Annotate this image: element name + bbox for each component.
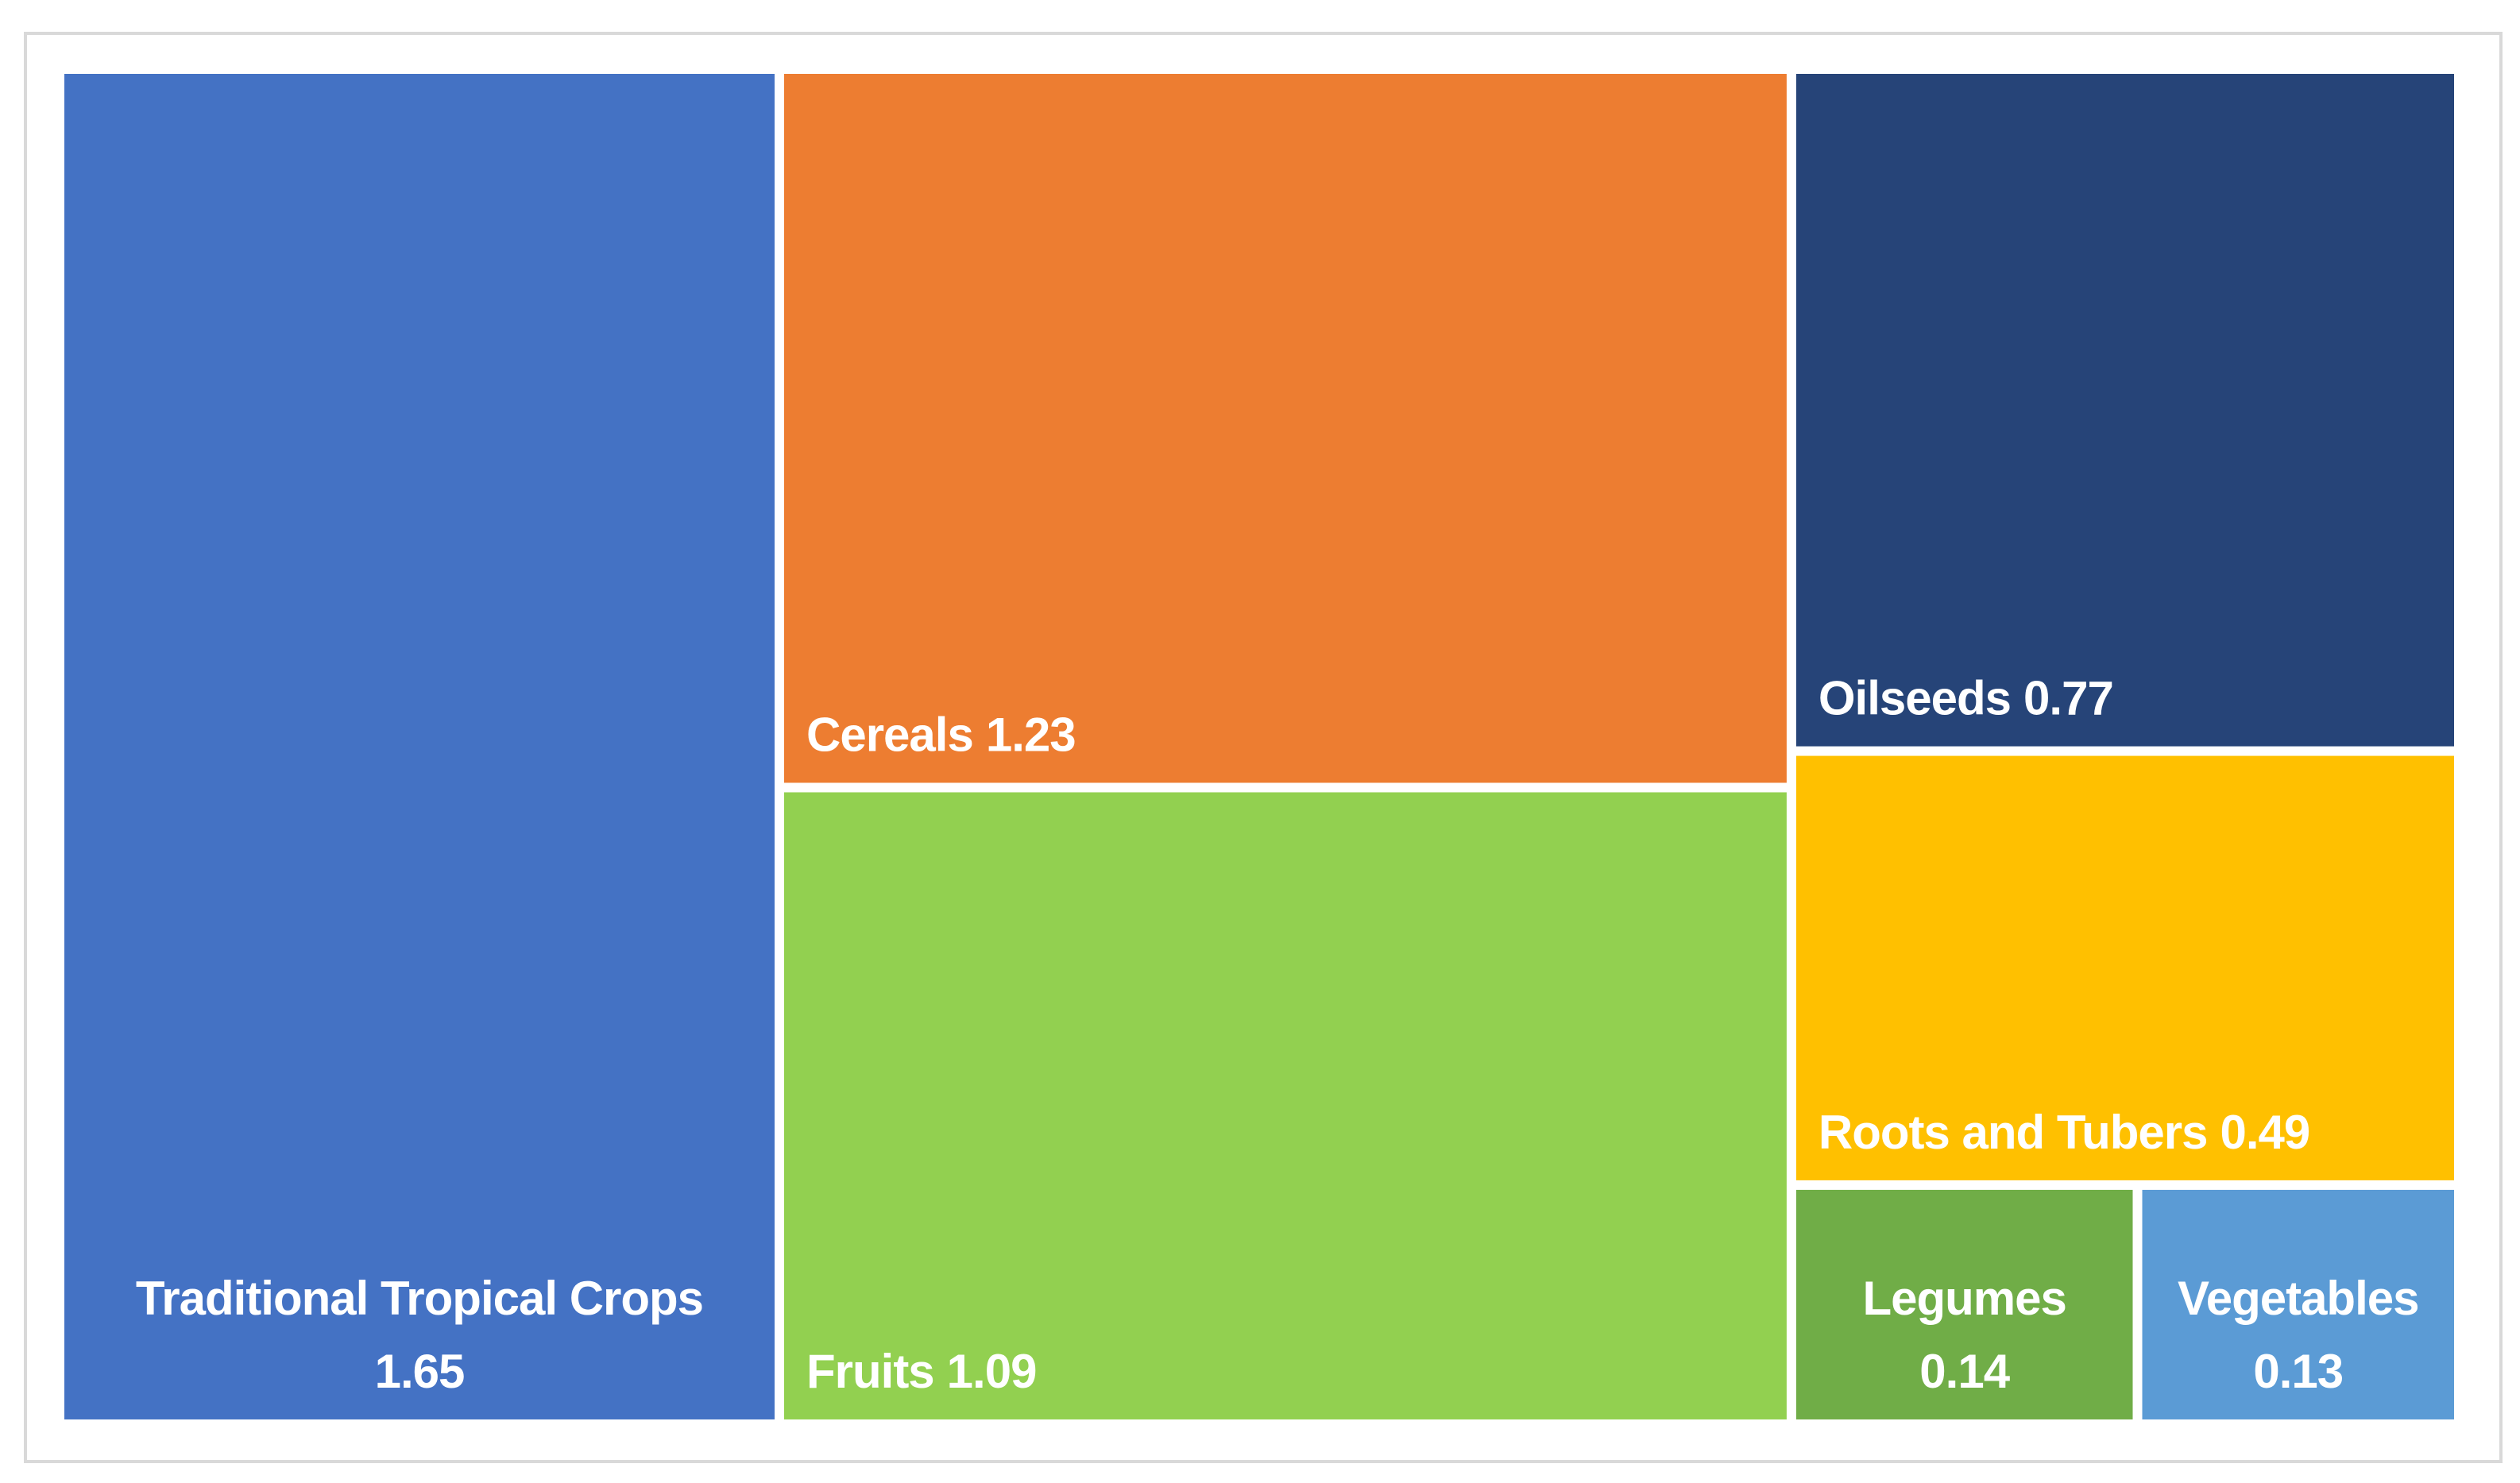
treemap-cell <box>1795 1189 2133 1419</box>
cell-value: 0.49 <box>2220 1106 2309 1159</box>
cell-value: 0.77 <box>2023 672 2113 725</box>
cell-label: Legumes <box>1862 1272 2066 1325</box>
treemap-cell <box>2142 1189 2454 1419</box>
cell-value: 0.14 <box>1919 1345 2010 1398</box>
cell-value: 1.09 <box>947 1345 1037 1398</box>
cell-label: Oilseeds <box>1818 672 2011 725</box>
cell-value: 0.13 <box>2253 1345 2343 1398</box>
cell-value: 1.65 <box>375 1345 465 1398</box>
cell-label: Traditional Tropical Crops <box>136 1272 703 1325</box>
treemap-cell <box>784 792 1787 1419</box>
treemap-cell <box>784 74 1787 783</box>
cell-label: Cereals <box>806 708 973 761</box>
treemap-cell <box>1795 755 2454 1180</box>
cell-label: Fruits <box>806 1345 934 1398</box>
cell-label: Vegetables <box>2178 1272 2419 1325</box>
treemap-cell <box>64 74 775 1419</box>
treemap-cell <box>1795 74 2454 747</box>
cell-value: 1.23 <box>986 708 1076 761</box>
cell-label: Roots and Tubers <box>1818 1106 2208 1159</box>
